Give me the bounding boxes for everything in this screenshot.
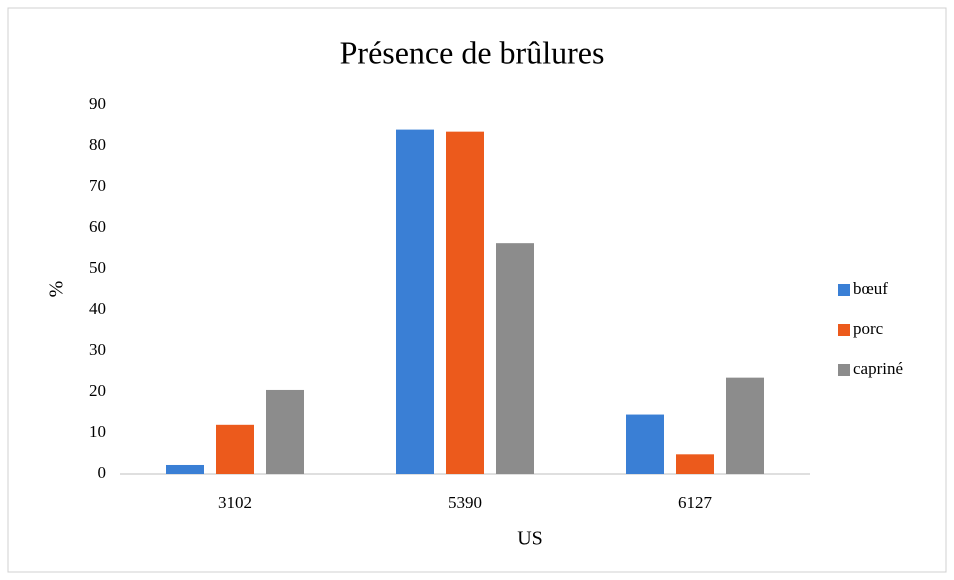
y-tick-label: 80 xyxy=(89,135,106,154)
y-tick-label: 90 xyxy=(89,94,106,113)
bar xyxy=(216,424,254,474)
x-tick-label: 6127 xyxy=(678,493,713,512)
y-axis-label: % xyxy=(46,281,68,298)
chart-title: Présence de brûlures xyxy=(340,34,605,70)
y-tick-label: 30 xyxy=(89,340,106,359)
y-tick-label: 20 xyxy=(89,381,106,400)
bar xyxy=(726,377,764,474)
y-tick-label: 50 xyxy=(89,258,106,277)
y-tick-label: 60 xyxy=(89,217,106,236)
y-tick-label: 40 xyxy=(89,299,106,318)
y-tick-label: 70 xyxy=(89,176,106,195)
legend-swatch xyxy=(838,324,850,336)
legend-swatch xyxy=(838,364,850,376)
bar xyxy=(166,464,204,474)
x-axis-label: US xyxy=(517,528,543,550)
bar xyxy=(496,243,534,474)
bar xyxy=(446,131,484,474)
bar xyxy=(676,454,714,474)
x-tick-label: 3102 xyxy=(218,493,252,512)
x-tick-label: 5390 xyxy=(448,493,482,512)
legend-label: porc xyxy=(853,319,884,338)
bar xyxy=(626,414,664,474)
y-tick-label: 0 xyxy=(98,463,107,482)
y-tick-label: 10 xyxy=(89,422,106,441)
legend-swatch xyxy=(838,284,850,296)
bar xyxy=(396,129,434,474)
legend-label: bœuf xyxy=(853,279,888,298)
bar xyxy=(266,389,304,474)
legend-label: capriné xyxy=(853,359,903,378)
